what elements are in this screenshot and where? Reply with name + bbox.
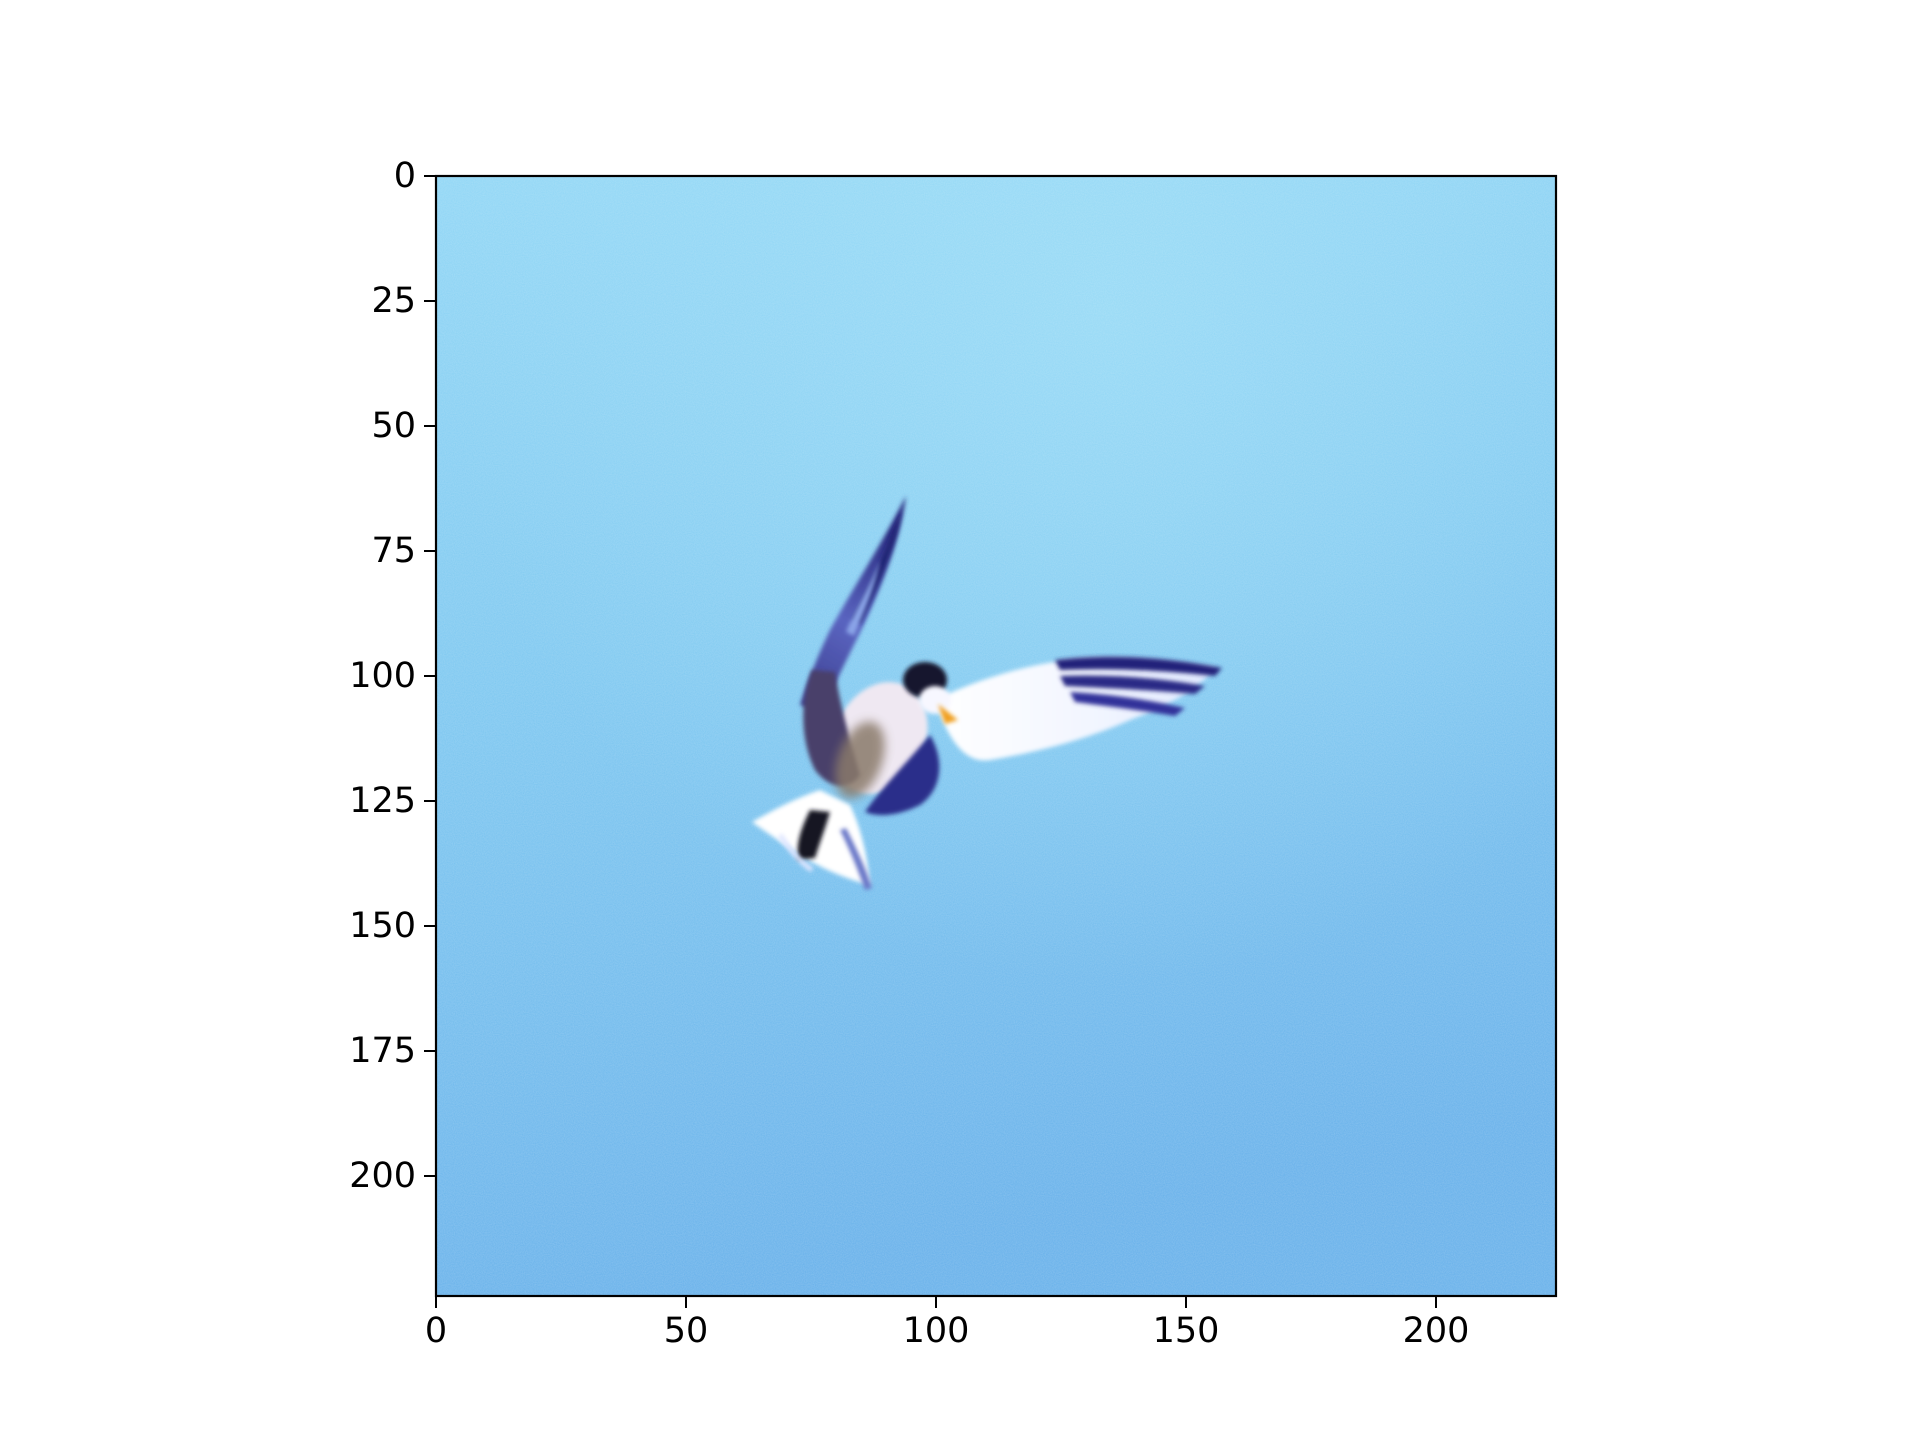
- y-tick-label: 75: [371, 531, 416, 571]
- y-tick-label: 150: [349, 906, 416, 946]
- y-tick-label: 25: [371, 281, 416, 321]
- y-tick-label: 125: [349, 781, 416, 821]
- x-tick-label: 100: [903, 1311, 970, 1351]
- y-axis: 0 25 50 75 100 125 150 175 200: [349, 156, 436, 1196]
- y-tick-label: 200: [349, 1156, 416, 1196]
- y-tick-label: 0: [394, 156, 416, 196]
- x-tick-label: 150: [1153, 1311, 1220, 1351]
- bird-photo: [436, 176, 1556, 1296]
- x-tick-label: 50: [664, 1311, 709, 1351]
- bird-in-flight: [752, 496, 1222, 890]
- axes-frame: [434, 174, 1558, 1298]
- y-tick-label: 100: [349, 656, 416, 696]
- x-axis: 0 50 100 150 200: [425, 1296, 1470, 1351]
- x-tick-label: 200: [1403, 1311, 1470, 1351]
- y-tick-label: 50: [371, 406, 416, 446]
- x-tick-label: 0: [425, 1311, 447, 1351]
- y-tick-label: 175: [349, 1031, 416, 1071]
